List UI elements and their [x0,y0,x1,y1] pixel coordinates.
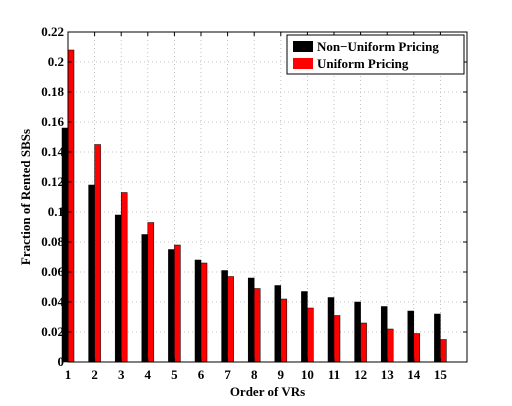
y-tick-label: 0.16 [41,114,64,129]
x-tick-label: 1 [65,367,72,382]
bar-uniform [280,298,288,363]
x-tick-label: 9 [278,367,285,382]
bar-non-uniform [301,291,308,363]
bar-uniform [120,192,128,363]
bar-uniform [333,315,341,363]
y-tick-label: 0.1 [48,204,64,219]
y-axis-label: Fraction of Rented SBSs [18,129,33,265]
legend-label-non-uniform: Non−Uniform Pricing [317,39,439,54]
y-tick-label: 0.08 [41,234,64,249]
grid [68,32,467,362]
bar-non-uniform [354,301,361,363]
y-tick-labels: 0 0.02 0.04 0.06 0.08 0.1 0.12 0.14 0.16 0.18 0.2 0… [41,24,64,369]
bars [61,49,447,363]
bar-uniform [200,262,208,363]
x-axis-label: Order of VRs [230,384,305,399]
y-tick-label: 0.18 [41,84,64,99]
bar-non-uniform [168,249,175,363]
bar-non-uniform [407,310,415,363]
bar-non-uniform [274,285,282,363]
legend-swatch-non-uniform [293,41,313,52]
y-tick-label: 0.2 [48,54,64,69]
bar-uniform [253,288,261,363]
legend-box [286,34,465,75]
bar-non-uniform [114,214,122,363]
y-tick-label: 0.12 [41,174,64,189]
legend-swatch-uniform [293,58,313,69]
x-tick-label: 2 [91,367,98,382]
x-tick-label: 14 [407,367,421,382]
x-tick-label: 4 [145,367,152,382]
bar-uniform [360,322,367,363]
bar-uniform [227,276,234,363]
bar-uniform [174,244,181,363]
y-tick-label: 0.02 [41,324,64,339]
bar-uniform [94,144,101,363]
bar-non-uniform [221,270,228,363]
y-tick-label: 0.04 [41,294,64,309]
x-tick-label: 6 [198,367,205,382]
bar-uniform [147,222,155,363]
bar-uniform [67,49,75,363]
y-tick-label: 0 [58,354,65,369]
x-tick-label: 7 [224,367,231,382]
bar-uniform [307,307,314,363]
bar-uniform [413,333,421,363]
x-tick-label: 12 [354,367,367,382]
bar-non-uniform [380,306,388,363]
bar-non-uniform [327,297,335,363]
x-tick-label: 5 [171,367,178,382]
plot-frame [67,31,468,363]
x-tick-label: 13 [381,367,395,382]
y-tick-label: 0.14 [41,144,64,159]
bar-non-uniform [141,234,149,363]
ticks [67,31,467,363]
bar-non-uniform [434,313,441,363]
y-tick-label: 0.22 [41,24,64,39]
x-tick-label: 10 [301,367,314,382]
legend: Non−Uniform Pricing Uniform Pricing [286,34,465,75]
x-tick-label: 15 [434,367,448,382]
bar-non-uniform [194,259,202,363]
bar-uniform [386,328,394,363]
y-tick-label: 0.06 [41,264,64,279]
x-tick-labels: 1 2 3 4 5 6 7 8 9 10 11 12 13 14 15 [65,367,448,382]
x-tick-label: 11 [328,367,340,382]
bar-uniform [440,339,447,363]
bar-non-uniform [88,184,95,363]
legend-label-uniform: Uniform Pricing [317,56,409,71]
x-tick-label: 3 [118,367,125,382]
x-tick-label: 8 [251,367,258,382]
bar-non-uniform [247,277,255,363]
